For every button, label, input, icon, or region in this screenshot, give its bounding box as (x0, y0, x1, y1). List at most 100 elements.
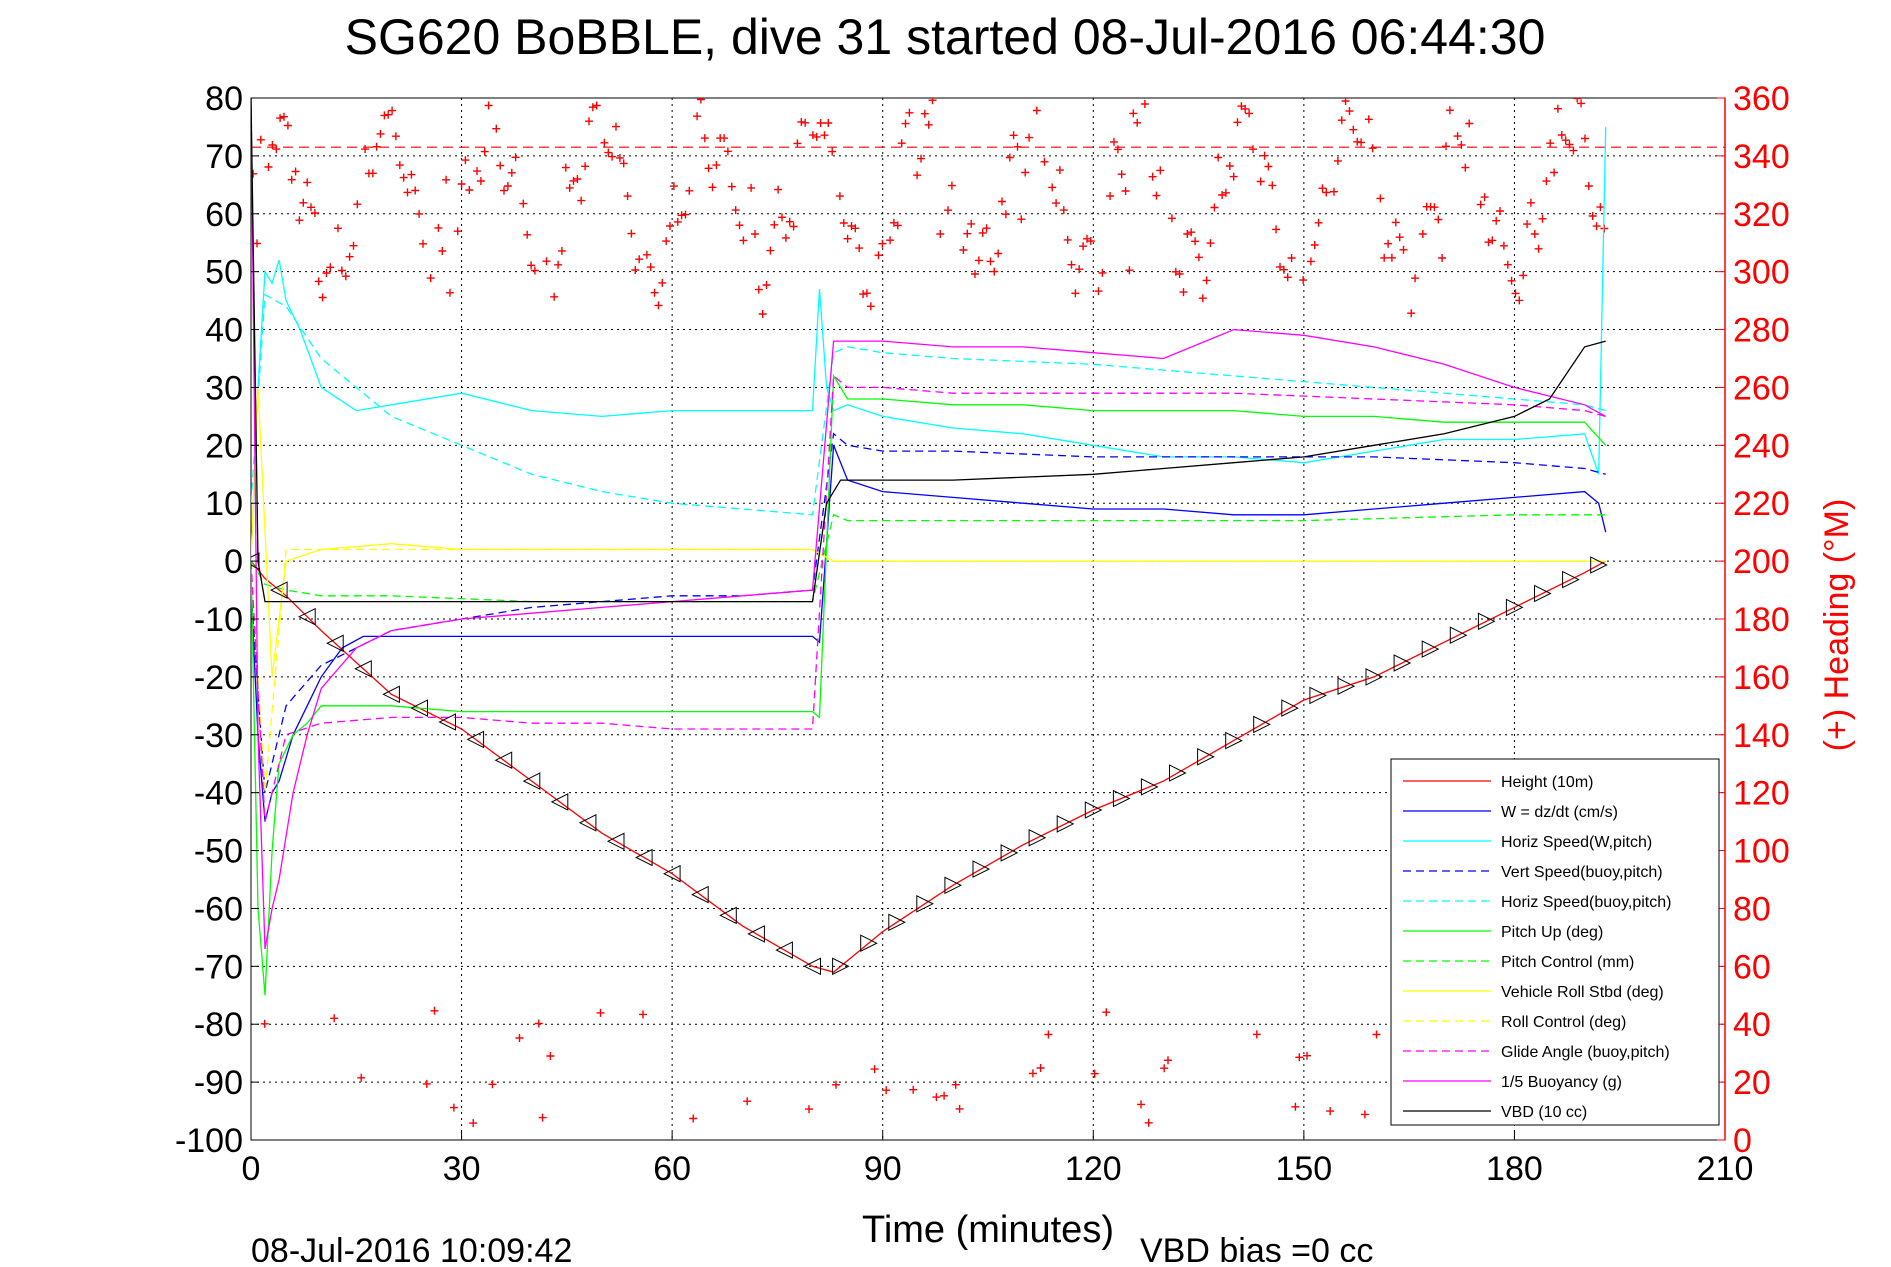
y2-tick-label: 280 (1733, 312, 1790, 350)
height-triangle-marker (269, 581, 288, 599)
y-tick-label: -90 (194, 1064, 243, 1102)
height-triangle-marker (1000, 844, 1019, 862)
height-triangle-marker (1056, 815, 1075, 833)
series-line-10 (251, 98, 1607, 950)
series-line-8 (251, 548, 1606, 793)
height-triangle-marker (354, 659, 372, 678)
y-tick-label: 40 (205, 312, 243, 350)
height-triangle-marker (662, 864, 681, 883)
y-tick-label: -20 (194, 659, 243, 697)
y-tick-label: 50 (205, 254, 243, 292)
y2-tick-label: 140 (1733, 717, 1790, 755)
y2-tick-label: 160 (1733, 659, 1790, 697)
height-triangle-marker (1449, 626, 1468, 645)
height-triangle-marker (860, 934, 878, 953)
height-triangle-marker (832, 957, 850, 976)
y-tick-label: 0 (224, 543, 243, 581)
height-triangle-marker (775, 941, 793, 959)
series-line-11 (251, 98, 1606, 603)
legend-label: Pitch Up (deg) (1501, 924, 1603, 941)
height-triangle-marker (691, 885, 709, 904)
height-triangle-marker (1197, 747, 1215, 766)
height-triangle-marker (326, 634, 344, 653)
chart-title: SG620 BoBBLE, dive 31 started 08-Jul-201… (345, 9, 1546, 65)
x-tick-label: 180 (1486, 1150, 1543, 1188)
x-tick-label: 60 (653, 1150, 691, 1188)
height-markers (251, 552, 1608, 976)
legend-label: VBD (10 cc) (1501, 1104, 1587, 1121)
height-triangle-marker (747, 925, 765, 943)
legend-label: Vehicle Roll Stbd (deg) (1501, 984, 1664, 1001)
height-triangle-marker (382, 685, 400, 704)
y-tick-label: 60 (205, 196, 243, 234)
height-triangle-marker (1112, 789, 1131, 808)
x-tick-label: 120 (1065, 1150, 1122, 1188)
x-tick-label: 0 (242, 1150, 261, 1188)
axes: 0 30 60 90 120 150 180 21080706050403020100-10-… (175, 80, 1790, 1188)
legend-label: Glide Angle (buoy,pitch) (1501, 1044, 1670, 1061)
y-tick-label: -70 (194, 948, 243, 986)
y2-tick-label: 200 (1733, 543, 1790, 581)
height-triangle-marker (1225, 731, 1243, 750)
series-line-9 (251, 374, 1606, 822)
height-triangle-marker (550, 793, 569, 811)
y-tick-label: -40 (194, 775, 243, 813)
legend-label: Pitch Control (mm) (1501, 954, 1634, 971)
height-triangle-marker (438, 713, 456, 731)
y2-tick-label: 0 (1733, 1122, 1752, 1160)
height-triangle-marker (494, 751, 513, 770)
y-tick-label: -30 (194, 717, 243, 755)
height-triangle-marker (916, 894, 934, 913)
y-tick-label: -10 (194, 601, 243, 639)
height-triangle-marker (1028, 828, 1047, 847)
y-tick-label: 80 (205, 80, 243, 118)
height-triangle-marker (1140, 778, 1159, 796)
y2-tick-label: 220 (1733, 485, 1790, 523)
heading-markers (251, 98, 1609, 1128)
height-triangle-marker (1365, 668, 1384, 686)
y2-tick-label: 60 (1733, 948, 1771, 986)
height-triangle-marker (1169, 764, 1187, 782)
y-tick-label: 30 (205, 369, 243, 407)
x-axis-label: Time (minutes) (862, 1209, 1114, 1251)
y2-axis-label: (+) Heading (°M) (1818, 499, 1856, 752)
y-tick-label: -60 (194, 890, 243, 928)
legend-label: Vert Speed(buoy,pitch) (1501, 864, 1663, 881)
y2-tick-label: 20 (1733, 1064, 1771, 1102)
y2-tick-label: 240 (1733, 427, 1790, 465)
x-tick-label: 30 (443, 1150, 481, 1188)
height-triangle-marker (410, 699, 428, 717)
y2-tick-label: 300 (1733, 254, 1790, 292)
height-triangle-marker (1393, 654, 1412, 672)
y2-tick-label: 100 (1733, 833, 1790, 871)
series-line-1 (251, 445, 1607, 822)
y2-tick-label: 120 (1733, 775, 1790, 813)
height-triangle-marker (719, 906, 737, 925)
series-line-4 (251, 293, 1606, 516)
y2-tick-label: 80 (1733, 890, 1771, 928)
height-triangle-marker (606, 832, 625, 851)
y2-tick-label: 340 (1733, 138, 1790, 176)
height-triangle-marker (1309, 686, 1328, 705)
height-triangle-marker (634, 848, 653, 867)
footer-timestamp: 08-Jul-2016 10:09:42 (251, 1232, 572, 1262)
height-triangle-marker (1562, 570, 1580, 589)
y2-tick-label: 180 (1733, 601, 1790, 639)
y-tick-label: 10 (205, 485, 243, 523)
series-line-5 (251, 373, 1607, 996)
legend-label: Roll Control (deg) (1501, 1014, 1626, 1031)
legend-label: Height (10m) (1501, 774, 1593, 791)
y-tick-label: -80 (194, 1006, 243, 1044)
heading-plus-markers (251, 98, 1609, 1128)
height-triangle-marker (1477, 612, 1496, 631)
x-tick-label: 150 (1275, 1150, 1332, 1188)
height-triangle-marker (466, 730, 485, 749)
vbd-bias-label: VBD bias =0 cc (1140, 1232, 1373, 1262)
height-triangle-marker (1084, 801, 1103, 819)
height-triangle-marker (888, 913, 906, 932)
y2-tick-label: 260 (1733, 369, 1790, 407)
legend-box (1390, 758, 1720, 1126)
legend-label: Horiz Speed(W,pitch) (1501, 834, 1652, 851)
